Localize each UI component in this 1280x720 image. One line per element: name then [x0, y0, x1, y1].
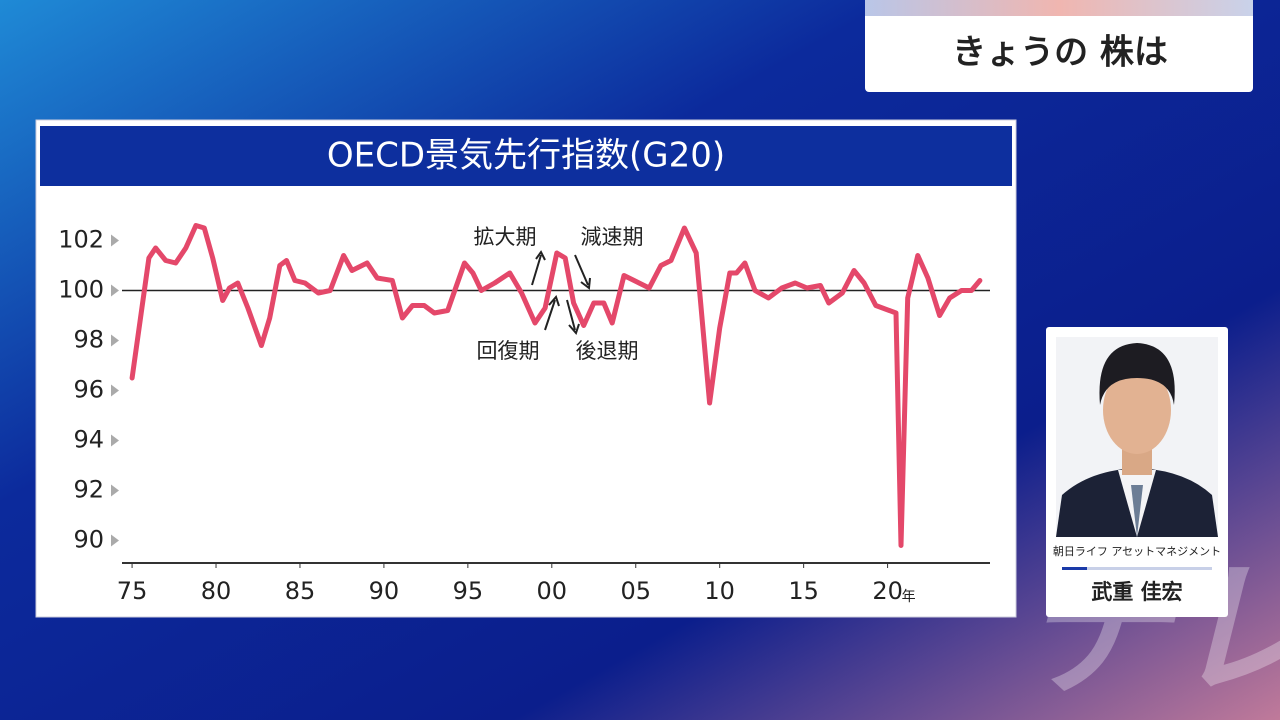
annotation: 拡大期 — [474, 225, 537, 249]
x-unit: 年 — [902, 589, 916, 605]
x-tick-label: 75 — [117, 577, 148, 605]
x-tick-label: 00 — [537, 577, 568, 605]
chart-title: OECD景気先行指数(G20) — [327, 136, 725, 176]
guest-photo — [1056, 337, 1218, 537]
annotation-arrows — [531, 250, 591, 335]
y-tick-label: 96 — [73, 376, 104, 404]
y-tick-label: 100 — [58, 276, 104, 304]
x-tick-label: 80 — [201, 577, 232, 605]
x-tick-label: 05 — [620, 577, 651, 605]
x-tick-label: 20 — [872, 577, 903, 605]
annotation: 減速期 — [581, 225, 644, 249]
x-tick-label: 10 — [704, 577, 735, 605]
x-tick-label: 15 — [788, 577, 819, 605]
chart-panel — [35, 119, 1017, 618]
y-tick-label: 92 — [73, 476, 104, 504]
chart-title-band — [40, 126, 1012, 186]
y-tick-marker — [111, 534, 119, 547]
guest-rule — [1062, 567, 1212, 570]
annotation: 回復期 — [477, 339, 540, 363]
x-tick-label: 90 — [369, 577, 400, 605]
y-tick-marker — [111, 434, 119, 447]
program-title: きょうの 株は — [952, 33, 1168, 73]
y-tick-marker — [111, 384, 119, 397]
y-tick-label: 94 — [73, 426, 104, 454]
x-tick-label: 95 — [453, 577, 484, 605]
guest-company: 朝日ライフ アセットマネジメント — [1053, 545, 1221, 558]
y-tick-label: 102 — [58, 226, 104, 254]
annotation: 後退期 — [576, 339, 639, 363]
title-strip — [865, 0, 1253, 16]
data-line — [129, 223, 983, 548]
title-box — [865, 0, 1253, 92]
y-tick-label: 90 — [73, 526, 104, 554]
y-tick-marker — [111, 234, 119, 247]
guest-name: 武重 佳宏 — [1091, 580, 1182, 604]
y-tick-marker — [111, 284, 119, 297]
guest-rule-accent — [1062, 567, 1087, 570]
y-tick-marker — [111, 484, 119, 497]
y-tick-marker — [111, 334, 119, 347]
y-tick-label: 98 — [73, 326, 104, 354]
x-tick-label: 85 — [285, 577, 316, 605]
